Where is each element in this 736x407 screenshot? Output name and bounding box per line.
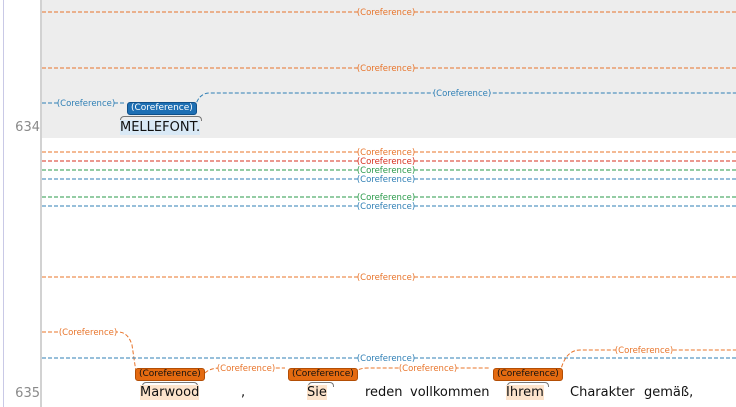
coreference-arc-3-label-bg: [58, 98, 114, 108]
mellefont-span-brace: [120, 116, 202, 121]
gutter-edge: [3, 0, 4, 407]
coreference-arc-11-label[interactable]: (Coreference): [357, 273, 415, 283]
coreference-arc-4-label-bg: [434, 88, 490, 98]
marwood-coreference-tag[interactable]: (Coreference): [135, 368, 205, 381]
line-number-635: 635: [15, 386, 40, 401]
line-gutter: 634 635: [0, 0, 42, 407]
coreference-arc-9-label[interactable]: (Coreference): [357, 193, 415, 203]
coreference-arc-7-label[interactable]: (Coreference): [357, 166, 415, 176]
coreference-arc-6-label[interactable]: (Coreference): [357, 157, 415, 167]
token-vollkommen[interactable]: vollkommen: [410, 385, 490, 400]
token-mellefont[interactable]: MELLEFONT.: [120, 120, 201, 135]
coreference-arc-8-label[interactable]: (Coreference): [357, 175, 415, 185]
sie-span-brace: [308, 382, 334, 387]
marwood-span-brace: [142, 382, 198, 387]
coreference-arc-12-label-bg: [60, 327, 116, 337]
ihrem-span-brace: [507, 382, 549, 387]
coreference-arc-7-label-bg: [358, 165, 414, 175]
token-ihrem[interactable]: Ihrem: [506, 385, 544, 400]
coreference-arc-10-label-bg: [358, 201, 414, 211]
coreference-arc-2-label[interactable]: (Coreference): [357, 64, 415, 74]
coreference-arc-14[interactable]: [204, 367, 285, 374]
token-sie[interactable]: Sie: [307, 385, 327, 400]
coreference-arc-1-label[interactable]: (Coreference): [357, 8, 415, 18]
token-gemass[interactable]: gemäß,: [644, 385, 694, 400]
coreference-arc-10-label[interactable]: (Coreference): [357, 202, 415, 212]
coreference-arc-2-label-bg: [358, 63, 414, 73]
coreference-arc-15-label[interactable]: (Coreference): [399, 364, 457, 374]
coreference-arc-3-label[interactable]: (Coreference): [57, 99, 115, 109]
token-comma[interactable]: ,: [241, 385, 246, 400]
coreference-arc-16-label[interactable]: (Coreference): [615, 346, 673, 356]
coreference-arc-11-label-bg: [358, 272, 414, 282]
line-number-634: 634: [15, 120, 40, 135]
coreference-arc-1-label-bg: [358, 7, 414, 17]
coreference-arc-9-label-bg: [358, 192, 414, 202]
coreference-arc-13-label[interactable]: (Coreference): [357, 354, 415, 364]
token-marwood[interactable]: Marwood: [140, 385, 200, 400]
token-charakter[interactable]: Charakter: [570, 385, 635, 400]
coreference-arc-12-label[interactable]: (Coreference): [59, 328, 117, 338]
coreference-arc-4-label[interactable]: (Coreference): [433, 89, 491, 99]
coreference-arc-12[interactable]: [42, 331, 137, 373]
sie-coreference-tag[interactable]: (Coreference): [288, 368, 358, 381]
coreference-arc-8-label-bg: [358, 174, 414, 184]
coreference-arc-14-label[interactable]: (Coreference): [217, 364, 275, 374]
token-reden[interactable]: reden: [365, 385, 403, 400]
coreference-arc-16[interactable]: [559, 349, 736, 374]
coreference-arc-13-label-bg: [358, 353, 414, 363]
coreference-arc-6-label-bg: [358, 156, 414, 166]
coreference-arc-15-label-bg: [400, 363, 456, 373]
coreference-arc-5-label-bg: [358, 147, 414, 157]
coreference-arc-5-label[interactable]: (Coreference): [357, 148, 415, 158]
coreference-arc-16-label-bg: [616, 345, 672, 355]
coreference-arc-14-label-bg: [218, 363, 274, 373]
ihrem-coreference-tag[interactable]: (Coreference): [493, 368, 563, 381]
mellefont-coreference-tag[interactable]: (Coreference): [127, 102, 197, 115]
